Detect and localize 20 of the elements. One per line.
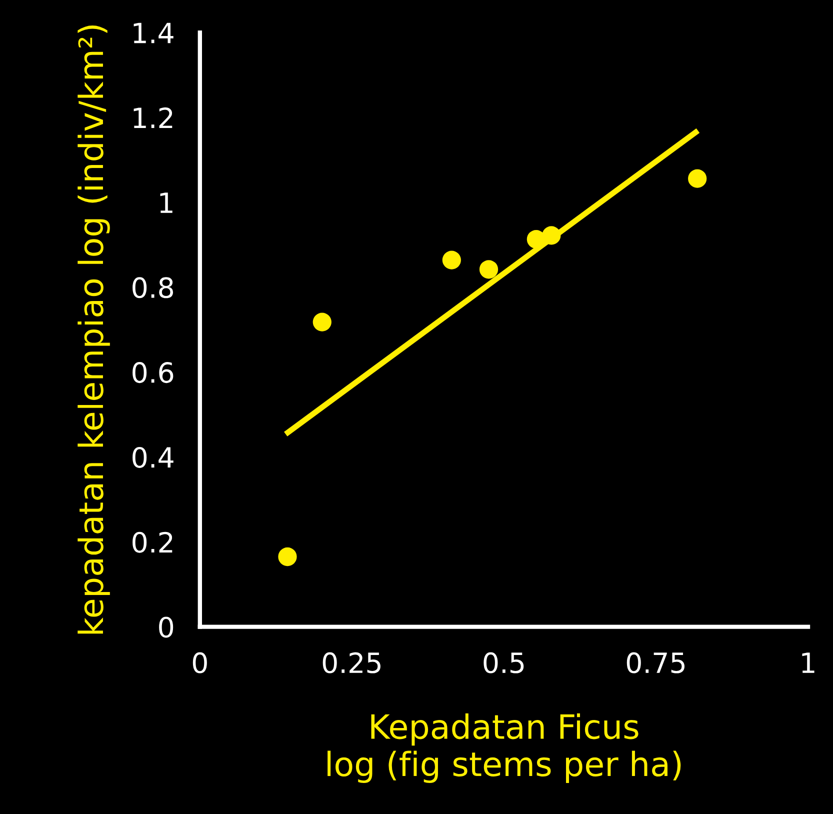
x-axis-title: Kepadatan Ficus log (fig stems per ha) [328, 713, 681, 783]
x-tick-label: 0 [192, 652, 207, 674]
x-tick-label: 0.75 [626, 652, 684, 674]
x-tick-label: 0.25 [322, 652, 380, 674]
point [312, 312, 332, 332]
x-tick-label: 1 [802, 652, 814, 673]
point [688, 169, 707, 188]
point [479, 260, 498, 279]
y-tick-label: 1 [160, 192, 172, 213]
y-tick-label: 0 [159, 616, 174, 638]
y-tick-label: 0.8 [132, 277, 174, 298]
y-tick-label: 1.2 [134, 107, 172, 128]
point [442, 250, 461, 270]
y-tick-label: 0.6 [132, 362, 174, 384]
y-tick-label: 1.4 [134, 22, 174, 44]
y-axis-title: kepadatan kelempiao log (indiv/km²) [78, 26, 110, 634]
y-tick-label: 0.4 [132, 446, 174, 468]
x-tick-label: 0.5 [484, 652, 524, 674]
y-tick-label: 0.2 [132, 532, 172, 553]
point [278, 547, 297, 566]
